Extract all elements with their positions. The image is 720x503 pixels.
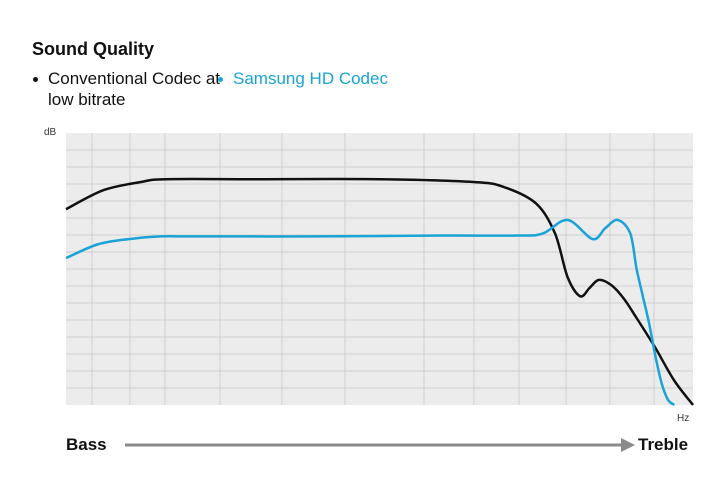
series-line-samsung-hd-codec (65, 218, 675, 407)
sound-quality-chart: dB Hz (44, 127, 694, 424)
series-line-conventional-codec (65, 177, 694, 406)
legend-bullet-icon (33, 77, 38, 82)
legend-item-samsung-hd-codec: Samsung HD Codec (218, 68, 418, 90)
chart-title: Sound Quality (32, 39, 155, 59)
bass-label: Bass (66, 435, 107, 454)
legend-label: Samsung HD Codec (233, 69, 388, 88)
y-axis-label: dB (44, 127, 57, 138)
legend-label: Conventional Codec at low bitrate (48, 69, 221, 109)
bass-to-treble-arrow-icon (125, 438, 635, 452)
legend-item-conventional-codec: Conventional Codec at low bitrate (33, 68, 233, 112)
x-axis-label: Hz (677, 413, 689, 424)
treble-label: Treble (638, 435, 689, 454)
series-group (65, 177, 694, 407)
legend-bullet-icon (218, 77, 223, 82)
